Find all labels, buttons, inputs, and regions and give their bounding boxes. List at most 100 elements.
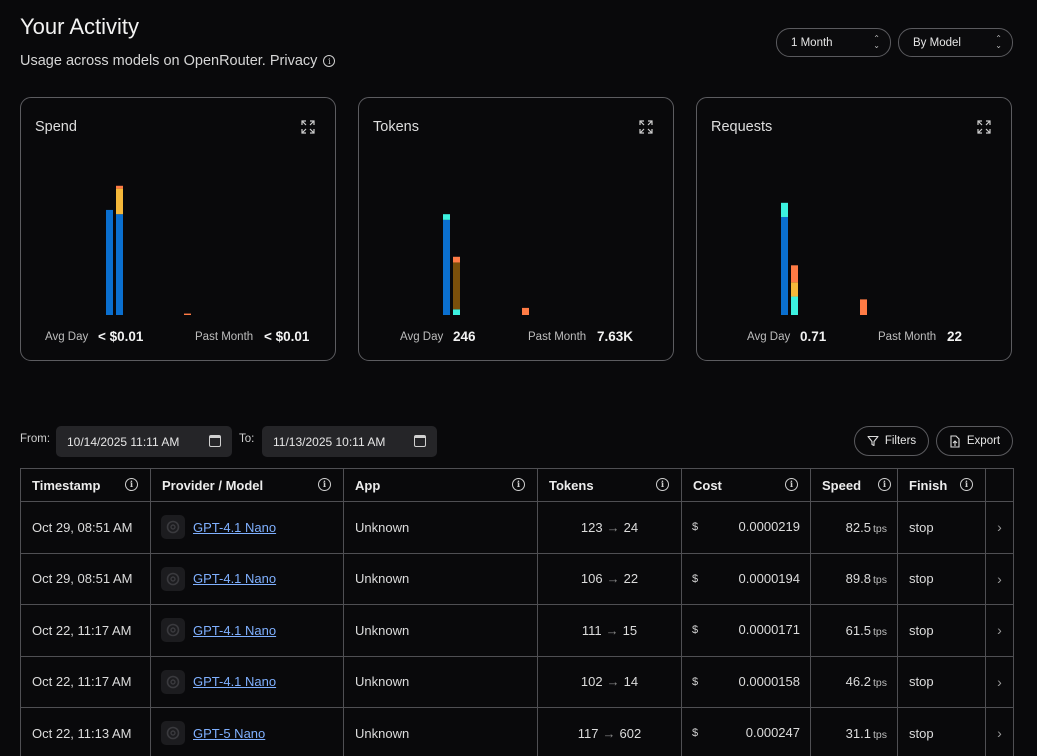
timestamp-text: Oct 29, 08:51 AM <box>32 519 133 535</box>
speed-value: 61.5 <box>845 622 871 638</box>
finish-reason: stop <box>909 622 934 638</box>
header-label: Speed <box>822 477 862 493</box>
tokens-out: 602 <box>619 725 642 741</box>
chevron-right-icon[interactable]: › <box>985 655 1014 708</box>
tokens-in: 111 <box>581 622 602 638</box>
tokens-out: 24 <box>623 519 639 535</box>
model-link[interactable]: GPT-4.1 Nano <box>193 519 277 535</box>
group-by-select[interactable]: By Model ⌃ ⌄ <box>898 28 1013 57</box>
tokens-cell: 111 → 15 <box>537 604 682 657</box>
past-month-value: < $0.01 <box>264 329 310 344</box>
model-cell: GPT-4.1 Nano <box>150 501 344 554</box>
chart-bar-segment <box>116 185 123 189</box>
from-date-input[interactable]: 10/14/2025 11:11 AM <box>56 426 232 457</box>
export-button-label: Export <box>966 435 1001 447</box>
updown-chevron-icon: ⌃ ⌄ <box>873 34 880 50</box>
info-icon[interactable]: i <box>878 478 891 491</box>
tokens-in: 106 <box>580 571 603 587</box>
calendar-icon[interactable] <box>414 435 426 447</box>
info-icon[interactable]: i <box>318 478 331 491</box>
speed-unit: tps <box>872 728 887 741</box>
finish-cell: stop <box>897 655 986 708</box>
chevron-right-icon[interactable]: › <box>985 552 1014 605</box>
chevron-right-icon[interactable]: › <box>985 707 1014 756</box>
timestamp-text: Oct 22, 11:13 AM <box>32 725 132 741</box>
table-row[interactable]: Oct 22, 11:17 AM GPT-4.1 Nano Unknown 11… <box>20 604 1014 657</box>
model-link[interactable]: GPT-4.1 Nano <box>193 622 277 638</box>
timestamp-cell: Oct 29, 08:51 AM <box>20 501 151 554</box>
filters-button[interactable]: Filters <box>854 426 929 456</box>
cost-cell: $ 0.000247 <box>681 707 811 756</box>
from-date-value: 10/14/2025 11:11 AM <box>67 434 180 449</box>
table-row[interactable]: Oct 22, 11:13 AM GPT-5 Nano Unknown 117 →… <box>20 707 1014 756</box>
info-icon[interactable]: i <box>960 478 973 491</box>
app-text: Unknown <box>355 519 410 535</box>
card-title: Requests <box>711 119 773 135</box>
avg-day-value: 0.71 <box>800 329 827 344</box>
table-row[interactable]: Oct 29, 08:51 AM GPT-4.1 Nano Unknown 10… <box>20 552 1014 605</box>
expand-icon[interactable] <box>639 120 653 134</box>
app-cell: Unknown <box>343 604 538 657</box>
openai-logo-icon <box>161 515 185 540</box>
avg-day-value: < $0.01 <box>98 329 144 344</box>
info-icon[interactable]: i <box>656 478 669 491</box>
cost-value: 0.0000158 <box>738 673 800 689</box>
time-range-select[interactable]: 1 Month ⌃ ⌄ <box>776 28 891 57</box>
info-icon[interactable]: i <box>785 478 798 491</box>
header-label: Tokens <box>549 477 594 493</box>
expand-icon[interactable] <box>301 120 315 134</box>
tokens-in: 102 <box>580 674 603 690</box>
to-date-input[interactable]: 11/13/2025 10:11 AM <box>262 426 437 457</box>
chart-bar-segment <box>106 209 113 315</box>
table-row[interactable]: Oct 22, 11:17 AM GPT-4.1 Nano Unknown 10… <box>20 655 1014 708</box>
model-cell: GPT-4.1 Nano <box>150 552 344 605</box>
avg-day-value: 246 <box>453 329 476 344</box>
past-month-label: Past Month <box>528 331 587 343</box>
cost-cell: $ 0.0000219 <box>681 501 811 554</box>
chart-bar-segment <box>781 217 788 315</box>
time-range-value: 1 Month <box>791 36 833 49</box>
speed-unit: tps <box>872 522 887 535</box>
chart-bar-segment <box>184 313 191 315</box>
calendar-icon[interactable] <box>209 435 221 447</box>
finish-reason: stop <box>909 674 934 690</box>
model-link[interactable]: GPT-4.1 Nano <box>193 674 277 690</box>
table-row[interactable]: Oct 29, 08:51 AM GPT-4.1 Nano Unknown 12… <box>20 501 1014 554</box>
tokens-out: 15 <box>622 622 638 638</box>
openai-logo-icon <box>161 566 185 591</box>
chart-bar-segment <box>781 202 788 218</box>
model-link[interactable]: GPT-4.1 Nano <box>193 571 277 587</box>
app-cell: Unknown <box>343 655 538 708</box>
timestamp-cell: Oct 29, 08:51 AM <box>20 552 151 605</box>
column-header-timestamp: Timestamp i <box>20 468 151 502</box>
finish-cell: stop <box>897 501 986 554</box>
past-month-label: Past Month <box>878 331 937 343</box>
model-link[interactable]: GPT-5 Nano <box>193 725 266 741</box>
cost-value: 0.0000194 <box>738 570 800 586</box>
finish-reason: stop <box>909 571 934 587</box>
speed-cell: 89.8 tps <box>810 552 898 605</box>
chart-bar-segment <box>116 188 123 215</box>
export-button[interactable]: Export <box>936 426 1013 456</box>
tokens-out: 14 <box>623 674 639 690</box>
chevron-right-icon[interactable]: › <box>985 604 1014 657</box>
tokens-cell: 123 → 24 <box>537 501 682 554</box>
timestamp-text: Oct 29, 08:51 AM <box>32 571 133 587</box>
info-icon[interactable]: i <box>512 478 525 491</box>
filter-icon <box>867 435 879 447</box>
speed-value: 46.2 <box>845 674 871 690</box>
chart-bar-segment <box>860 299 867 315</box>
info-icon[interactable]: i <box>125 478 138 491</box>
chart-bar-segment <box>453 256 460 263</box>
info-icon[interactable]: i <box>323 55 336 67</box>
currency-symbol: $ <box>692 675 699 688</box>
timestamp-text: Oct 22, 11:17 AM <box>32 622 132 638</box>
expand-icon[interactable] <box>977 120 991 134</box>
tokens-cell: 106 → 22 <box>537 552 682 605</box>
card-title: Spend <box>35 119 77 135</box>
avg-day-label: Avg Day <box>45 331 89 343</box>
column-header-finish: Finish i <box>897 468 986 502</box>
app-cell: Unknown <box>343 552 538 605</box>
chevron-right-icon[interactable]: › <box>985 501 1014 554</box>
export-file-icon <box>950 434 960 448</box>
